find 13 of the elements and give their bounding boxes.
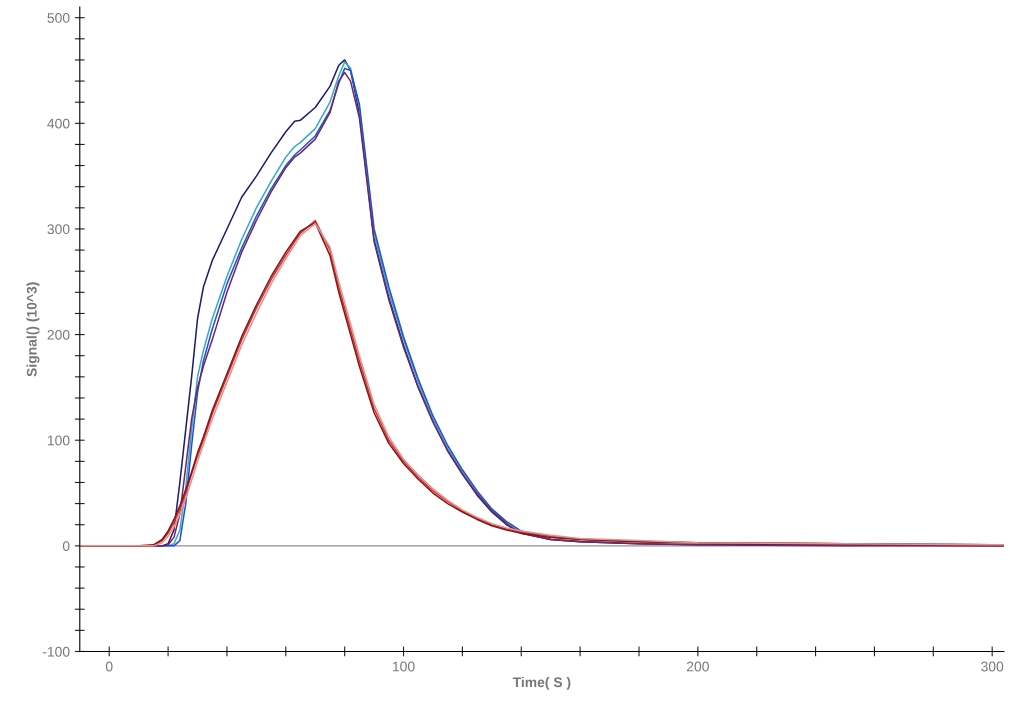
y-tick-label: -100 — [42, 646, 70, 657]
y-tick-label: 200 — [47, 329, 70, 340]
y-tick-label: 0 — [62, 541, 70, 552]
y-tick-label: 400 — [47, 118, 70, 129]
y-axis-title: Signal() (10^3) — [26, 282, 40, 377]
x-axis-title: Time( S ) — [512, 676, 571, 690]
y-tick-label: 500 — [47, 13, 70, 23]
y-tick-label: 300 — [47, 224, 70, 235]
x-tick-label: 200 — [686, 661, 709, 672]
x-tick-label: 100 — [393, 661, 415, 672]
x-tick-label: 0 — [105, 661, 113, 672]
x-tick-label: 300 — [981, 661, 1004, 672]
y-tick-label: 100 — [47, 435, 70, 446]
